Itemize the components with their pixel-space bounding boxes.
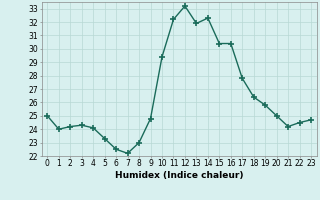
X-axis label: Humidex (Indice chaleur): Humidex (Indice chaleur)	[115, 171, 244, 180]
